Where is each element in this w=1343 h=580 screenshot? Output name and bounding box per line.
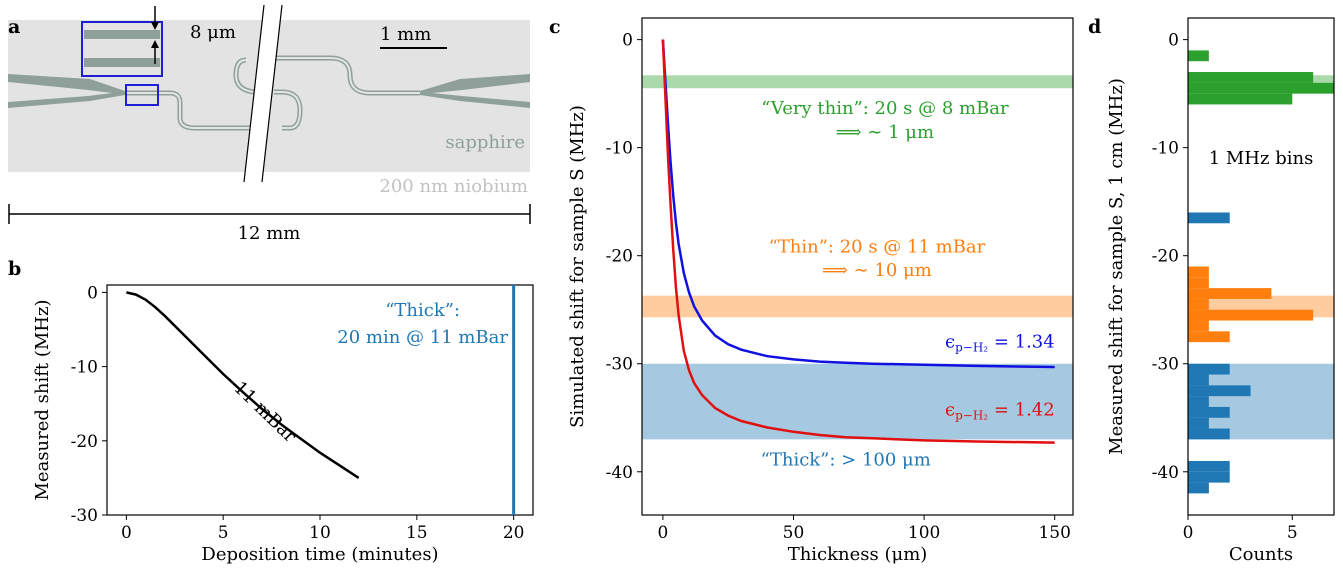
- film-label: 200 nm niobium: [379, 176, 528, 197]
- histogram-bar: [1188, 385, 1251, 397]
- histogram-bar: [1188, 417, 1209, 429]
- gap-label: 8 μm: [190, 22, 236, 43]
- left-feedline: [8, 74, 125, 108]
- thin-annotation-line2: ⟹ ∼ 10 μm: [822, 260, 932, 281]
- panel-b-xtick-label: 10: [309, 523, 331, 543]
- panel-c-ytick-label: -10: [606, 139, 633, 159]
- panel-d-ytick-label: -10: [1152, 139, 1179, 159]
- panel-c-frame: [641, 17, 1074, 516]
- panel-letter-a: a: [8, 16, 20, 38]
- inset-strip-top: [84, 30, 160, 39]
- panel-letter-d: d: [1088, 16, 1101, 38]
- panel-c-band: [642, 295, 1073, 318]
- panel-d-xtick-label: 5: [1287, 523, 1298, 543]
- panel-c-ylabel: Simulated shift for sample S (MHz): [567, 105, 588, 428]
- break-line-left: [243, 4, 265, 183]
- device-schematic: [8, 4, 531, 224]
- panel-letter-b: b: [8, 258, 21, 280]
- panel-b-ytick-label: -20: [71, 432, 98, 452]
- panel-d-histogram: 0 5 0 -10 -20 -30 -40 Counts Measured shift for …: [1106, 17, 1335, 565]
- right-feedline: [420, 74, 530, 108]
- histogram-bar: [1188, 320, 1209, 332]
- bins-annotation: 1 MHz bins: [1209, 148, 1314, 169]
- histogram-bar: [1188, 471, 1230, 483]
- panel-c-ytick-label: -30: [606, 355, 633, 375]
- series-blue-label: ϵp−H₂ = 1.34: [945, 332, 1055, 355]
- histogram-bar: [1188, 309, 1314, 321]
- break-line-right: [261, 4, 283, 183]
- panel-b-xtick-label: 5: [218, 523, 229, 543]
- histogram-bar: [1188, 396, 1209, 407]
- panel-b-xlabel: Deposition time (minutes): [201, 544, 438, 565]
- panel-c-xtick-label: 150: [1038, 523, 1070, 543]
- panel-b-deposition-plot: 0 5 10 15 20 0 -10 -20 -30 Deposition time (minut…: [32, 283, 534, 565]
- gap-arrowhead-top: [151, 22, 159, 30]
- histogram-bar: [1188, 93, 1293, 105]
- panel-c-xlabel: Thickness (μm): [788, 544, 928, 565]
- histogram-bar: [1188, 288, 1272, 299]
- resonator-gap: [125, 57, 420, 129]
- histogram-bar: [1188, 82, 1334, 94]
- thick-annotation-line1: “Thick”:: [385, 300, 460, 321]
- panel-b-xtick-label: 0: [121, 523, 132, 543]
- panel-b-ytick-label: -30: [71, 506, 98, 526]
- panel-c-ytick-label: -40: [606, 463, 633, 483]
- histogram-bar: [1188, 50, 1209, 62]
- gap-arrowhead-bottom: [151, 40, 159, 48]
- axis-break: [244, 5, 282, 182]
- panel-d-xlabel: Counts: [1229, 544, 1293, 565]
- histogram-bar: [1188, 363, 1230, 375]
- series-red-label: ϵp−H₂ = 1.42: [945, 400, 1055, 423]
- panel-c-band: [642, 363, 1073, 440]
- histogram-bar: [1188, 482, 1209, 494]
- histogram-bar: [1188, 277, 1209, 289]
- histogram-bar: [1188, 212, 1230, 224]
- panel-d-xtick-label: 0: [1183, 523, 1194, 543]
- panel-d-ytick-label: 0: [1168, 31, 1179, 51]
- very-thin-annotation-line2: ⟹ ∼ 1 μm: [836, 122, 934, 143]
- histogram-bar: [1188, 428, 1230, 440]
- width-label: 12 mm: [238, 223, 301, 244]
- panel-c-xtick-label: 0: [657, 523, 668, 543]
- panel-d-ytick-label: -20: [1152, 247, 1179, 267]
- histogram-bar: [1188, 460, 1230, 472]
- panel-d-ylabel: Measured shift for sample S, 1 cm (MHz): [1106, 78, 1127, 455]
- panel-c-xtick-label: 100: [908, 523, 940, 543]
- panel-c-simulation-plot: 0 50 100 150 0 -10 -20 -30 -40 Thickness (μm) Simu…: [567, 17, 1074, 565]
- panel-letter-c: c: [549, 16, 561, 38]
- series-blue-line: [661, 39, 1055, 369]
- histogram-bar: [1188, 406, 1230, 418]
- histogram-bar: [1188, 298, 1209, 310]
- series-11mbar-line: [126, 291, 360, 479]
- panel-b-xtick-label: 15: [406, 523, 428, 543]
- panel-c-ytick-label: -20: [606, 247, 633, 267]
- panel-b-ytick-label: -10: [71, 358, 98, 378]
- panel-d-frame: [1187, 17, 1335, 516]
- histogram-bar: [1188, 331, 1230, 343]
- histogram-bar: [1188, 374, 1209, 386]
- panel-b-ylabel: Measured shift (MHz): [32, 299, 53, 500]
- panel-d-ytick-label: -30: [1152, 355, 1179, 375]
- series-red-line: [661, 39, 1055, 444]
- panel-b-frame: [106, 284, 534, 516]
- thin-annotation-line1: “Thin”: 20 s @ 11 mBar: [769, 236, 986, 257]
- scale-label: 1 mm: [380, 24, 431, 45]
- panel-c-ytick-label: 0: [622, 31, 633, 51]
- thick-annotation-line2: 20 min @ 11 mBar: [337, 327, 508, 348]
- panel-b-ytick-label: 0: [87, 283, 98, 303]
- inset-strip-bottom: [84, 58, 160, 67]
- zoom-source-box: [125, 84, 159, 106]
- thick-annotation: “Thick”: > 100 μm: [761, 449, 931, 470]
- very-thin-annotation-line1: “Very thin”: 20 s @ 8 mBar: [761, 98, 1009, 119]
- substrate-label: sapphire: [445, 132, 525, 153]
- panel-c-band: [642, 75, 1073, 89]
- series-11mbar-label: 11 mBar: [229, 377, 300, 447]
- panel-c-xtick-label: 50: [783, 523, 805, 543]
- panel-d-ytick-label: -40: [1152, 463, 1179, 483]
- histogram-bar: [1188, 72, 1314, 83]
- panel-d-band: [1188, 363, 1334, 440]
- panel-b-xtick-label: 20: [503, 523, 525, 543]
- histogram-bar: [1188, 266, 1209, 278]
